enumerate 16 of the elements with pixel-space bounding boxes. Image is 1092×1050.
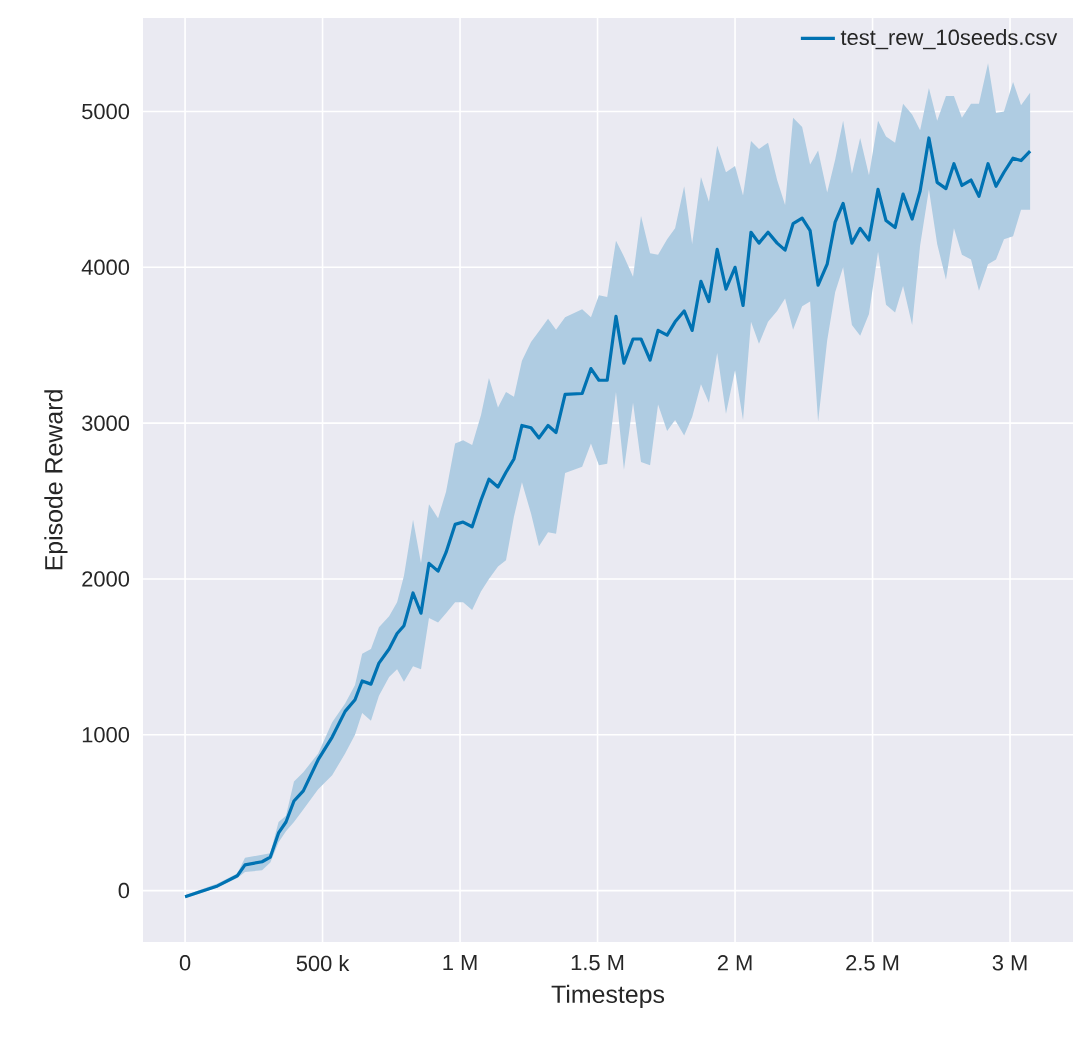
y-tick-label: 2000 bbox=[82, 571, 130, 587]
x-tick-label: 3 M bbox=[992, 955, 1027, 971]
y-tick-label: 5000 bbox=[82, 103, 130, 120]
x-tick-label: 1.5 M bbox=[571, 955, 624, 971]
x-tick-label: 1 M bbox=[443, 955, 477, 971]
y-tick-label: 1000 bbox=[82, 727, 130, 743]
legend-label: test_rew_10seeds.csv bbox=[840, 29, 1058, 50]
y-tick-label: 4000 bbox=[81, 259, 130, 276]
x-axis-title: Timesteps bbox=[551, 984, 665, 1009]
x-tick-label: 500 k bbox=[296, 955, 350, 972]
x-tick-label: 0 bbox=[179, 955, 191, 971]
y-tick-label: 3000 bbox=[82, 415, 130, 431]
y-axis-title: Episode Reward bbox=[44, 390, 68, 570]
x-tick-label: 2.5 M bbox=[846, 955, 899, 971]
y-tick-label: 0 bbox=[118, 882, 130, 899]
x-tick-label: 2 M bbox=[717, 955, 752, 971]
